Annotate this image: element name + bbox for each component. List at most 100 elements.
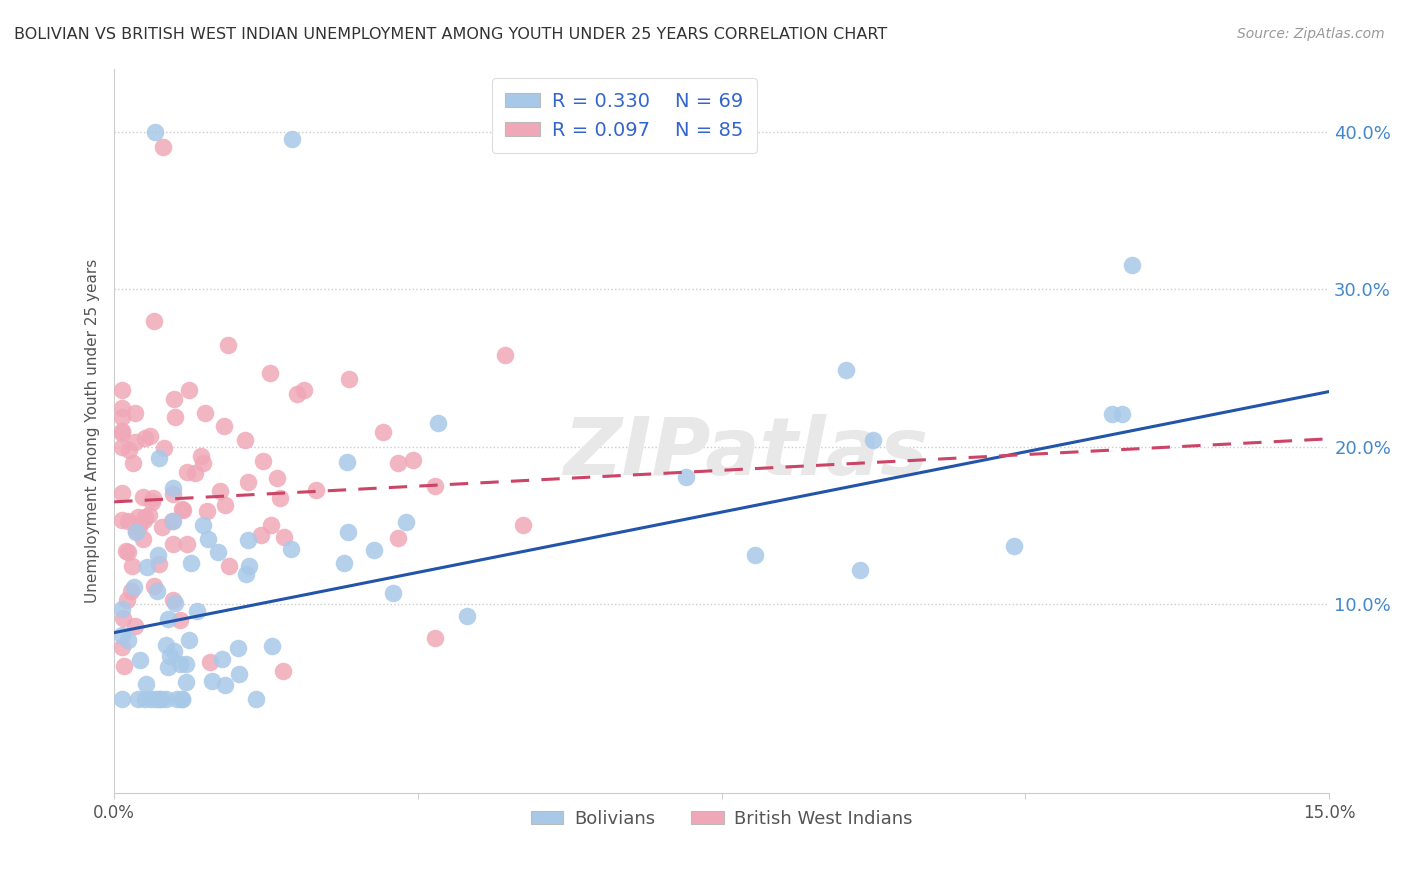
Point <box>280 541 302 556</box>
Point <box>136 560 159 574</box>
Point <box>148 548 170 562</box>
Point <box>124 434 146 449</box>
Point <box>336 455 359 469</box>
Point <box>131 490 153 504</box>
Point <box>132 532 155 546</box>
Point <box>156 612 179 626</box>
Point <box>122 580 145 594</box>
Point <box>262 639 284 653</box>
Point <box>191 456 214 470</box>
Point <box>132 513 155 527</box>
Point <box>211 652 233 666</box>
Point <box>218 558 240 573</box>
Point <box>245 691 267 706</box>
Point <box>214 678 236 692</box>
Point <box>111 640 134 655</box>
Point <box>121 456 143 470</box>
Point <box>155 638 177 652</box>
Point <box>456 608 478 623</box>
Point <box>111 486 134 500</box>
Point <box>281 132 304 146</box>
Point <box>207 544 229 558</box>
Point <box>1101 407 1123 421</box>
Point <box>166 691 188 706</box>
Point <box>141 494 163 508</box>
Point <box>162 486 184 500</box>
Point <box>273 664 295 678</box>
Point <box>145 584 167 599</box>
Point <box>134 691 156 706</box>
Point <box>135 677 157 691</box>
Point <box>193 517 215 532</box>
Point <box>305 483 328 497</box>
Point <box>125 524 148 538</box>
Point <box>142 491 165 505</box>
Point <box>169 613 191 627</box>
Point <box>159 648 181 663</box>
Point <box>494 348 516 362</box>
Point <box>169 657 191 671</box>
Point <box>236 533 259 548</box>
Point <box>512 518 534 533</box>
Point <box>190 449 212 463</box>
Point <box>127 691 149 706</box>
Point <box>125 524 148 539</box>
Point <box>835 363 858 377</box>
Point <box>111 611 134 625</box>
Point <box>273 530 295 544</box>
Point <box>165 410 187 425</box>
Point <box>425 631 447 645</box>
Point <box>111 602 134 616</box>
Y-axis label: Unemployment Among Youth under 25 years: Unemployment Among Youth under 25 years <box>86 259 100 603</box>
Point <box>163 392 186 407</box>
Point <box>197 532 219 546</box>
Point <box>336 524 359 539</box>
Point <box>744 548 766 562</box>
Point <box>387 457 409 471</box>
Point <box>127 509 149 524</box>
Point <box>186 604 208 618</box>
Point <box>180 556 202 570</box>
Point <box>120 584 142 599</box>
Point <box>208 483 231 498</box>
Point <box>193 406 215 420</box>
Point <box>172 502 194 516</box>
Point <box>259 366 281 380</box>
Point <box>124 618 146 632</box>
Point <box>111 440 134 454</box>
Legend: Bolivians, British West Indians: Bolivians, British West Indians <box>523 803 920 835</box>
Point <box>155 691 177 706</box>
Point <box>145 691 167 706</box>
Point <box>111 409 134 424</box>
Point <box>117 514 139 528</box>
Point <box>176 536 198 550</box>
Point <box>260 518 283 533</box>
Point <box>162 514 184 528</box>
Point <box>1121 258 1143 272</box>
Point <box>333 556 356 570</box>
Point <box>115 592 138 607</box>
Point <box>423 479 446 493</box>
Text: ZIPatlas: ZIPatlas <box>564 414 928 491</box>
Point <box>862 434 884 448</box>
Point <box>170 691 193 706</box>
Point <box>121 558 143 573</box>
Point <box>174 675 197 690</box>
Point <box>163 644 186 658</box>
Point <box>402 452 425 467</box>
Point <box>142 314 165 328</box>
Point <box>134 431 156 445</box>
Point <box>387 531 409 545</box>
Point <box>117 633 139 648</box>
Point <box>150 520 173 534</box>
Point <box>285 386 308 401</box>
Point <box>118 442 141 457</box>
Point <box>128 519 150 533</box>
Point <box>170 691 193 706</box>
Point <box>201 673 224 688</box>
Text: Source: ZipAtlas.com: Source: ZipAtlas.com <box>1237 27 1385 41</box>
Point <box>162 537 184 551</box>
Point <box>114 544 136 558</box>
Point <box>269 491 291 505</box>
Point <box>238 559 260 574</box>
